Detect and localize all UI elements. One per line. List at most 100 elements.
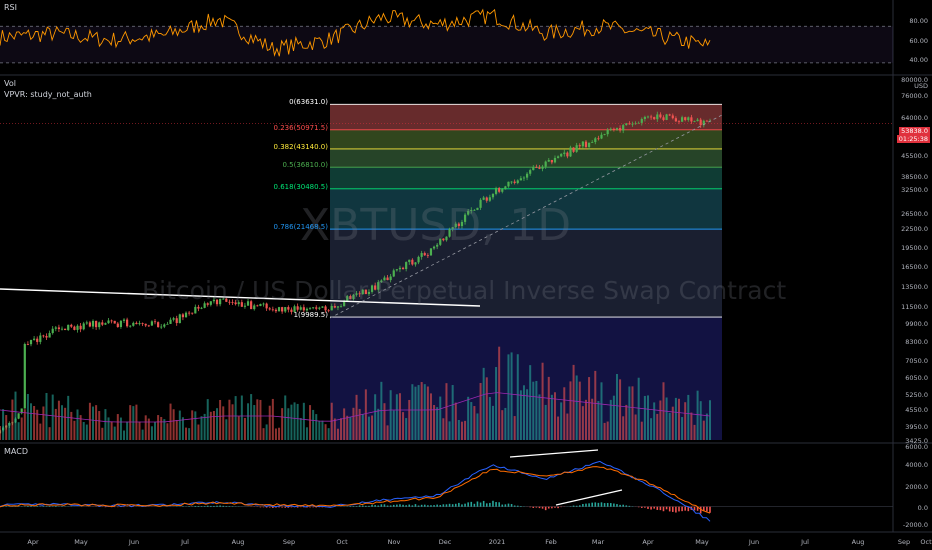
candle-body	[693, 121, 696, 122]
candle-body	[386, 277, 389, 281]
volume-bar	[581, 406, 584, 440]
volume-bar	[420, 382, 423, 440]
volume-bar	[123, 430, 126, 440]
candle-body	[281, 307, 284, 312]
candle-body	[457, 223, 460, 227]
candle-body	[157, 322, 160, 328]
candle-body	[138, 323, 141, 325]
candle-body	[54, 327, 57, 329]
macd-series-line	[0, 466, 711, 514]
candle-body	[544, 161, 547, 167]
volume-bar	[61, 405, 64, 440]
volume-bar	[498, 346, 501, 440]
macd-histogram-bar	[479, 502, 482, 507]
candle-body	[212, 299, 216, 302]
macd-histogram-bar	[575, 505, 578, 507]
candle-body	[572, 147, 575, 152]
price-axis-tick: 45500.0	[901, 152, 928, 160]
rsi-pane-title: RSI	[4, 3, 17, 12]
volume-bar	[470, 402, 473, 440]
volume-bar	[299, 417, 302, 440]
rsi-band	[0, 26, 893, 63]
candle-body	[550, 160, 553, 163]
candle-body	[398, 267, 402, 270]
candle-body	[246, 301, 250, 306]
macd-histogram-bar	[473, 503, 476, 507]
candle-body	[228, 301, 231, 303]
candle-body	[268, 308, 271, 310]
candle-body	[184, 312, 188, 318]
volume-bar	[178, 410, 181, 440]
volume-bar	[247, 403, 250, 440]
macd-histogram-bar	[278, 506, 280, 508]
macd-histogram-bar	[513, 505, 516, 507]
macd-histogram-bar	[197, 506, 200, 507]
volume-bar	[194, 411, 197, 440]
volume-bar	[709, 400, 711, 440]
macd-histogram-bar	[275, 506, 277, 508]
macd-histogram-bar	[433, 505, 435, 507]
macd-histogram-bar	[206, 505, 209, 507]
candle-body	[445, 236, 448, 241]
candle-body	[560, 153, 563, 157]
candle-body	[525, 173, 529, 178]
macd-histogram-bar	[603, 503, 606, 507]
volume-bar	[67, 395, 70, 440]
volume-bar	[392, 410, 395, 440]
volume-bar	[690, 412, 693, 440]
candle-body	[377, 282, 380, 290]
volume-bar	[166, 423, 169, 440]
volume-bar	[104, 409, 107, 440]
macd-histogram-bar	[529, 506, 531, 508]
volume-bar	[85, 424, 88, 440]
candle-body	[668, 114, 671, 116]
volume-bar	[364, 389, 367, 440]
macd-histogram-bar	[600, 502, 603, 507]
candle-body	[181, 314, 185, 318]
volume-bar	[51, 394, 54, 440]
candle-body	[296, 306, 299, 310]
macd-trendline	[509, 449, 599, 458]
macd-histogram-bar	[591, 502, 593, 507]
candle-body	[417, 256, 420, 263]
macd-histogram-bar	[225, 506, 228, 507]
macd-histogram-bar	[405, 505, 407, 507]
volume-bar	[491, 405, 494, 440]
candle-body	[476, 207, 479, 210]
candle-body	[330, 305, 333, 311]
macd-histogram-bar	[693, 506, 696, 511]
price-axis-tick: 9900.0	[905, 320, 928, 328]
volume-bar	[157, 415, 160, 440]
volume-bar	[705, 413, 708, 440]
macd-histogram-bar	[371, 504, 373, 507]
price-axis-tick: 3425.0	[905, 437, 928, 445]
macd-histogram-bar	[436, 504, 438, 507]
volume-bar	[219, 399, 222, 440]
candle-body	[494, 188, 498, 194]
volume-bar	[696, 390, 699, 440]
candle-body	[510, 181, 513, 183]
macd-histogram-bar	[572, 505, 575, 507]
volume-bar	[8, 422, 11, 440]
macd-histogram-bar	[309, 506, 311, 508]
volume-bar	[659, 400, 662, 440]
candle-body	[293, 306, 296, 312]
fib-level-label: 0.382(43140.0)	[273, 142, 328, 151]
macd-histogram-bar	[554, 506, 556, 508]
candle-body	[262, 303, 265, 305]
vpvr-region	[330, 104, 722, 318]
volume-bar	[603, 422, 606, 440]
macd-histogram-bar	[213, 505, 215, 507]
macd-histogram-bar	[55, 506, 57, 507]
volume-bar	[541, 362, 544, 440]
candle-body	[591, 142, 594, 143]
rsi-axis-tick: 40.00	[909, 56, 928, 64]
candle-body	[64, 328, 67, 331]
candle-body	[448, 228, 451, 237]
price-axis-tick: 26500.0	[901, 210, 928, 218]
macd-histogram-bar	[200, 506, 203, 507]
macd-histogram-bar	[303, 506, 305, 508]
macd-histogram-bar	[464, 503, 466, 507]
candle-body	[57, 327, 61, 330]
